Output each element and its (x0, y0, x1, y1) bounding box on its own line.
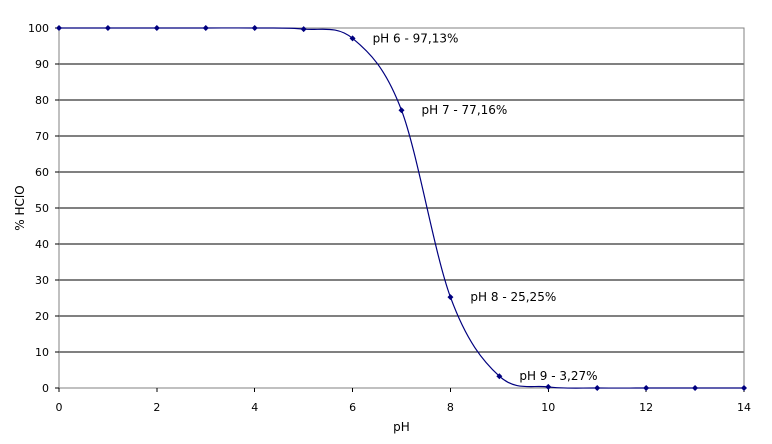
y-tick-label: 80 (35, 94, 49, 107)
x-tick-label: 4 (251, 401, 258, 414)
data-point (251, 25, 258, 31)
data-point (692, 385, 699, 391)
data-point (398, 107, 405, 114)
x-axis-ticks: 0 2 4 6 8 10 12 14 (56, 388, 751, 414)
data-point (447, 294, 454, 301)
data-label: pH 7 - 77,16% (422, 103, 508, 117)
data-point (153, 25, 160, 31)
x-tick-label: 8 (447, 401, 454, 414)
x-tick-label: 12 (639, 401, 653, 414)
x-tick-label: 10 (541, 401, 555, 414)
data-point (496, 373, 503, 380)
y-axis-title: % HClO (13, 185, 27, 230)
x-tick-label: 6 (349, 401, 356, 414)
data-point (56, 25, 62, 31)
y-tick-label: 10 (35, 346, 49, 359)
y-tick-label: 40 (35, 238, 49, 251)
y-tick-label: 60 (35, 166, 49, 179)
series-line (59, 27, 744, 389)
data-point (202, 25, 209, 31)
y-axis-ticks: 0 10 20 30 40 50 60 70 80 90 100 (28, 22, 59, 395)
y-tick-label: 30 (35, 274, 49, 287)
x-tick-label: 14 (737, 401, 751, 414)
y-tick-label: 70 (35, 130, 49, 143)
data-point (643, 385, 650, 391)
data-label: pH 8 - 25,25% (470, 290, 556, 304)
y-tick-label: 100 (28, 22, 49, 35)
x-tick-label: 0 (56, 401, 63, 414)
x-axis-title: pH (393, 420, 410, 434)
y-tick-label: 90 (35, 58, 49, 71)
annotations: pH 6 - 97,13% pH 7 - 77,16% pH 8 - 25,25% p… (373, 31, 598, 383)
data-point (741, 385, 747, 391)
data-point (349, 35, 356, 42)
x-tick-label: 2 (153, 401, 160, 414)
y-tick-label: 20 (35, 310, 49, 323)
data-point (594, 385, 601, 391)
data-point (104, 25, 111, 31)
y-tick-label: 50 (35, 202, 49, 215)
data-label: pH 6 - 97,13% (373, 31, 459, 45)
data-points (56, 25, 747, 391)
data-label: pH 9 - 3,27% (519, 369, 597, 383)
data-point (300, 26, 307, 33)
grid-lines (59, 27, 744, 353)
data-point (545, 383, 552, 390)
y-tick-label: 0 (42, 382, 49, 395)
